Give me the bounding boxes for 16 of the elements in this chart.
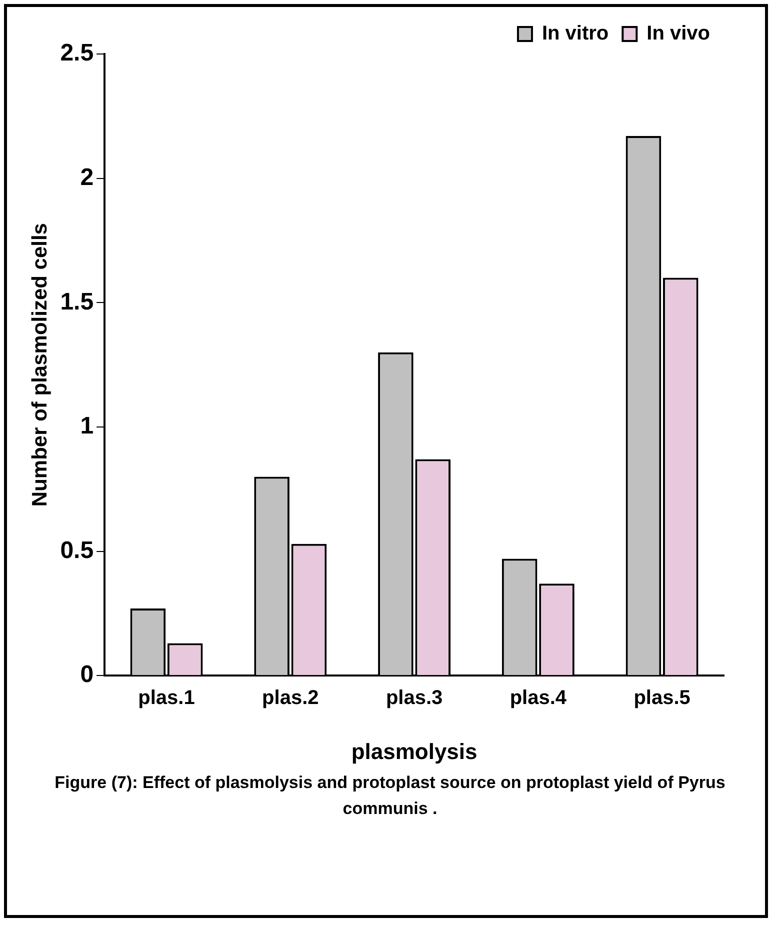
y-tick-label: 1.5 <box>60 288 94 316</box>
x-tick-label: plas.5 <box>634 687 690 710</box>
text: Figure (7): Effect of plasmolysis and protoplast source on protoplast yield of Pyrus communis . <box>54 772 726 820</box>
x-tick-label: plas.1 <box>138 687 195 710</box>
legend-label: In vitro <box>542 22 609 45</box>
y-tick-label: 1 <box>80 412 94 440</box>
x-tick-label: plas.3 <box>386 687 443 710</box>
y-tick-label: 0.5 <box>60 536 94 564</box>
x-tick-label: plas.4 <box>510 687 568 710</box>
y-tick-label: 0 <box>80 661 94 688</box>
y-tick-label: 2.5 <box>60 40 94 67</box>
x-axis-title: plasmolysis <box>351 738 478 764</box>
y-axis-title: Number of plasmolized cells <box>28 223 52 507</box>
legend-label: In vivo <box>646 22 710 45</box>
y-tick-label: 2 <box>80 164 94 191</box>
x-tick-label: plas.2 <box>262 687 319 710</box>
